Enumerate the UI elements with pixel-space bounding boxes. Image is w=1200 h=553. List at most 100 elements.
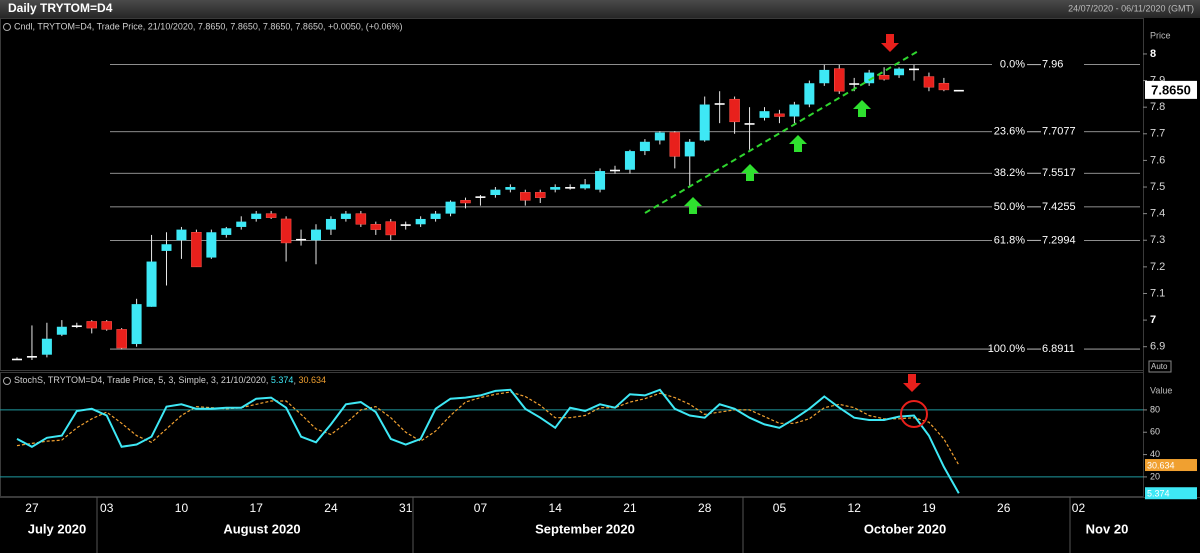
green-arrow — [741, 164, 759, 181]
candle-body — [355, 213, 367, 225]
y-tick-label: 7.3 — [1150, 234, 1165, 246]
buy-arrows — [684, 100, 871, 214]
candle-body — [654, 132, 665, 141]
candle-body — [909, 68, 919, 71]
fib-value: 7.7077 — [1042, 126, 1076, 138]
last-price-label: 7.8650 — [1151, 82, 1191, 97]
candle-body — [729, 98, 740, 123]
candle-body — [460, 200, 471, 204]
candle-body — [71, 325, 82, 328]
x-tick-label: 10 — [175, 501, 189, 515]
x-tick-label: 28 — [698, 501, 712, 515]
y-tick-label: 20 — [1150, 471, 1160, 481]
fib-label: 38.2% — [994, 167, 1025, 179]
candle-body — [415, 218, 426, 225]
candle-body — [191, 232, 202, 268]
stoch-line — [16, 388, 960, 494]
candle-body — [878, 74, 890, 80]
candle-body — [131, 304, 142, 345]
candle-body — [849, 83, 860, 85]
month-label: July 2020 — [28, 521, 87, 536]
scale-mode-box — [1148, 360, 1172, 373]
candle-body — [580, 184, 591, 189]
candle-body — [894, 68, 905, 76]
candle-body — [953, 89, 964, 92]
candle-body — [236, 221, 247, 227]
candle-body — [370, 224, 382, 230]
fib-value: 7.5517 — [1042, 167, 1076, 179]
candle-body — [804, 83, 815, 105]
last-value-label: 5.374 — [1147, 489, 1170, 499]
month-label: September 2020 — [535, 521, 635, 536]
candle-body — [280, 218, 292, 244]
candle-body — [430, 213, 441, 219]
month-label: August 2020 — [223, 521, 300, 536]
candle-body — [819, 69, 830, 84]
red-arrow — [903, 374, 921, 392]
candle-body — [41, 338, 52, 355]
header-range: 24/07/2020 - 06/11/2020 (GMT) — [1068, 3, 1194, 13]
candle-body — [86, 321, 97, 329]
candle-body — [385, 221, 396, 236]
month-label: October 2020 — [864, 521, 946, 536]
candle-body — [176, 229, 187, 241]
x-tick-label: 05 — [773, 501, 787, 515]
candle-body — [146, 261, 157, 307]
candle-body — [505, 187, 516, 190]
legend-icon — [3, 23, 11, 31]
red-arrow — [881, 34, 899, 52]
last-value-box — [1145, 459, 1197, 472]
candle-body — [624, 151, 635, 170]
marks: 6.977.17.27.37.47.57.67.77.87.980.0% 7.96… — [0, 48, 1197, 515]
fib-value: 7.2994 — [1042, 234, 1076, 246]
legend-icon — [3, 377, 11, 385]
x-tick-label: 12 — [848, 501, 862, 515]
candle-body — [565, 187, 576, 189]
candle-body — [923, 76, 935, 88]
green-arrow — [684, 197, 702, 214]
green-arrow — [853, 100, 871, 117]
candle-body — [714, 103, 725, 105]
candle-body — [340, 213, 351, 219]
fib-value: 7.96 — [1042, 59, 1063, 71]
candle-body — [699, 104, 710, 141]
x-tick-label: 21 — [623, 501, 637, 515]
candle-body — [639, 141, 650, 152]
y-tick-label: 8 — [1150, 48, 1156, 60]
x-tick-label: 03 — [100, 501, 114, 515]
y-tick-label: 60 — [1150, 427, 1160, 437]
header-bar — [0, 0, 1200, 18]
header-title: Daily TRYTOM=D4 — [8, 1, 113, 15]
sell-arrows — [881, 34, 921, 392]
fib-label: 61.8% — [994, 234, 1025, 246]
red-circle — [900, 400, 928, 428]
candle-body — [12, 358, 22, 361]
y-tick-label: 7.4 — [1150, 208, 1165, 220]
candle-body — [325, 218, 336, 230]
price-legend: Cndl, TRYTOM=D4, Trade Price, 21/10/2020… — [14, 21, 403, 31]
candle-body — [251, 213, 262, 219]
green-arrow — [789, 135, 807, 152]
candle-body — [520, 192, 531, 201]
candle-body — [789, 104, 800, 117]
x-tick-label: 26 — [997, 501, 1011, 515]
y-tick-label: 7 — [1150, 314, 1156, 326]
stoch-legend-text: StochS, TRYTOM=D4, Trade Price, 5, 3, Si… — [14, 375, 268, 385]
candle-body — [296, 238, 307, 241]
stoch-legend: StochS, TRYTOM=D4, Trade Price, 5, 3, Si… — [14, 375, 326, 385]
candle-body — [759, 111, 770, 118]
y-tick-label: 7.5 — [1150, 181, 1165, 193]
y-tick-label: 7.8 — [1150, 101, 1165, 113]
y-tick-label: 7.2 — [1150, 261, 1165, 273]
candle-body — [445, 201, 456, 214]
x-tick-label: 14 — [549, 501, 563, 515]
y-tick-label: 7.6 — [1150, 154, 1165, 166]
fib-label: 23.6% — [994, 126, 1025, 138]
last-value-box — [1145, 487, 1197, 500]
y-tick-label: 7.1 — [1150, 287, 1165, 299]
candle-body — [221, 228, 232, 235]
fib-value: 6.8911 — [1042, 343, 1075, 355]
candle-body — [490, 189, 501, 196]
